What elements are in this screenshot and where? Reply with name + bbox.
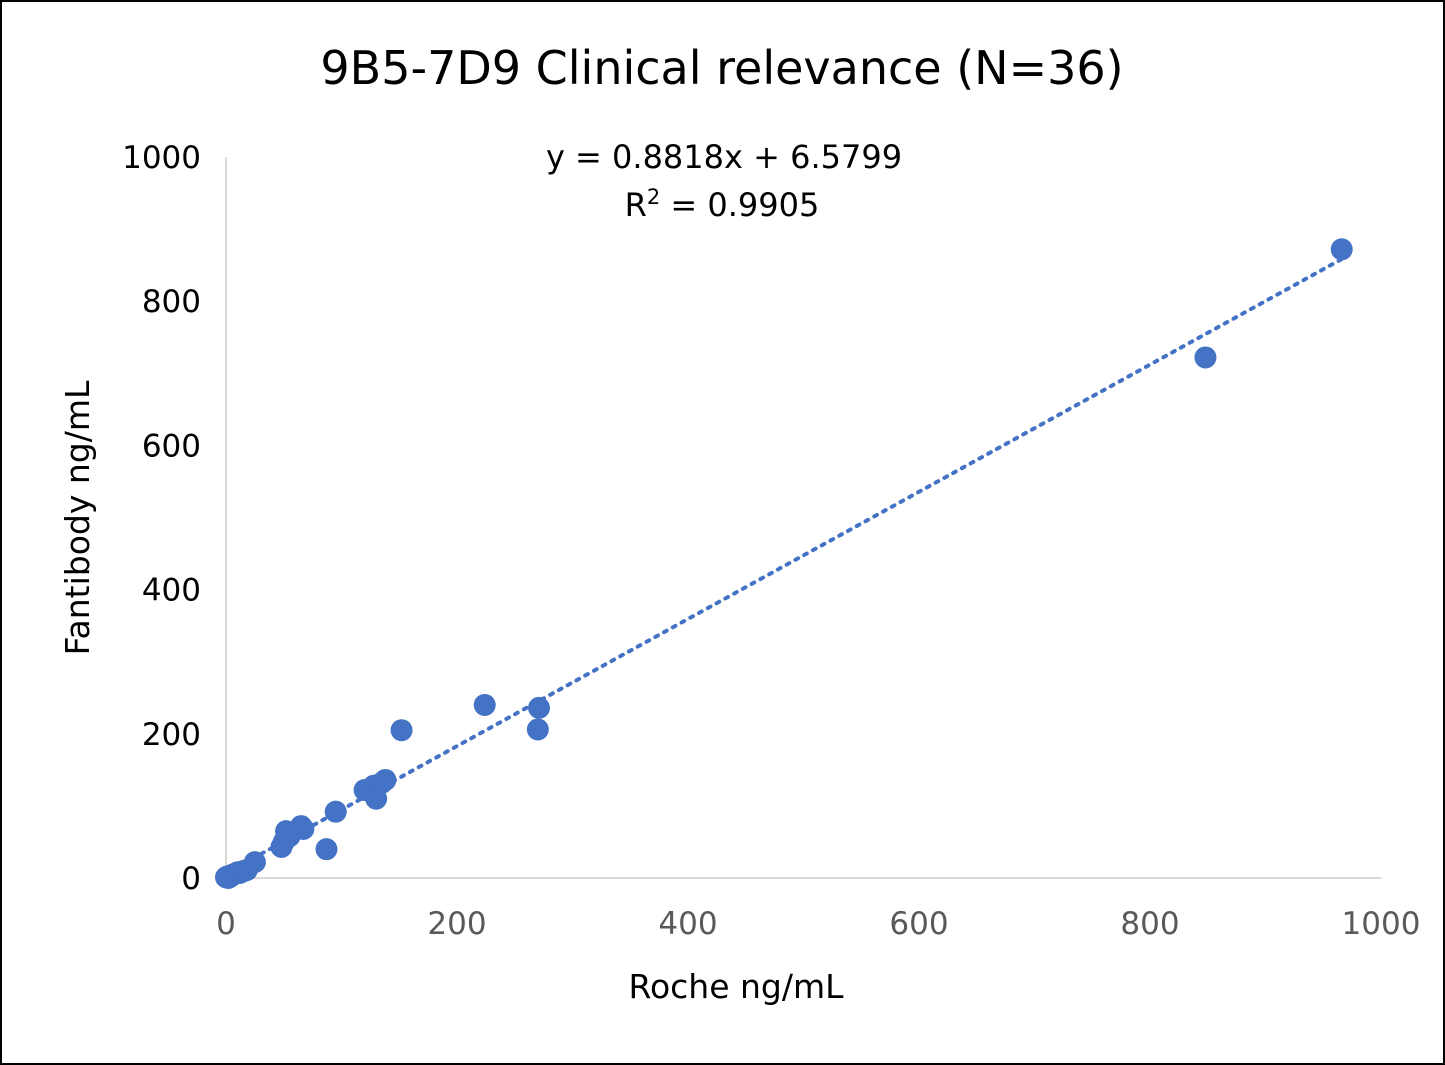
data-point [526,718,549,741]
x-tick-labels: 0 200 400 600 800 1000 [216,906,1420,942]
r-squared-value: = 0.9905 [660,186,819,224]
r-squared-label: R2 = 0.9905 [625,185,820,224]
x-axis-title: Roche ng/mL [629,967,845,1006]
y-tick-label: 800 [142,284,201,320]
data-point [374,768,397,791]
y-axis-title: Fantibody ng/mL [58,380,97,655]
data-point [324,800,347,823]
r-squared-superscript: 2 [647,185,660,209]
data-point [1330,238,1353,261]
data-point [473,693,496,716]
x-tick-label: 800 [1120,906,1179,942]
r-squared-prefix: R [625,186,647,224]
data-points [215,238,1353,889]
trendline [224,257,1344,876]
x-tick-label: 0 [216,906,236,942]
y-tick-label: 400 [142,573,201,609]
y-tick-label: 600 [142,428,201,464]
data-point [292,817,315,840]
data-point [243,851,266,874]
chart-title: 9B5-7D9 Clinical relevance (N=36) [320,41,1123,95]
trendline-equation: y = 0.8818x + 6.5799 [546,138,902,176]
x-tick-label: 600 [889,906,948,942]
data-point [315,838,338,861]
x-tick-label: 1000 [1342,906,1421,942]
x-tick-label: 400 [658,906,717,942]
y-tick-label: 1000 [122,140,201,176]
data-point [528,696,551,719]
data-point [390,719,413,742]
x-tick-label: 200 [427,906,486,942]
data-point [1194,346,1217,369]
y-tick-label: 200 [142,717,201,753]
y-tick-labels: 0 200 400 600 800 1000 [122,140,201,897]
y-tick-label: 0 [181,861,201,897]
